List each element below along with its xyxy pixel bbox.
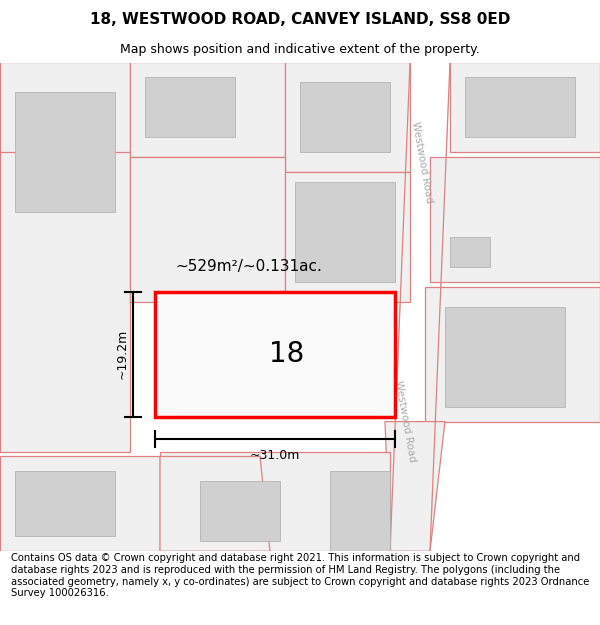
Text: 18: 18 [269,340,305,368]
Bar [295,182,395,282]
Polygon shape [130,158,285,302]
Bar [195,312,290,392]
Text: Westwood Road: Westwood Road [410,121,434,204]
Bar [300,82,390,152]
Text: Westwood Road: Westwood Road [393,380,417,463]
Polygon shape [155,292,395,417]
Bar [15,92,115,212]
Bar [15,471,115,536]
Text: Contains OS data © Crown copyright and database right 2021. This information is : Contains OS data © Crown copyright and d… [11,554,589,598]
Polygon shape [130,62,285,158]
Polygon shape [160,456,270,551]
Text: ~529m²/~0.131ac.: ~529m²/~0.131ac. [175,259,322,274]
Polygon shape [425,287,600,422]
Polygon shape [390,62,450,551]
Polygon shape [285,173,410,302]
Bar [145,78,235,138]
Bar [465,78,575,138]
Polygon shape [430,158,600,282]
Text: 18, WESTWOOD ROAD, CANVEY ISLAND, SS8 0ED: 18, WESTWOOD ROAD, CANVEY ISLAND, SS8 0E… [90,12,510,28]
Text: ~19.2m: ~19.2m [116,329,129,379]
Bar [450,237,490,267]
Text: ~31.0m: ~31.0m [250,449,300,461]
Bar [170,362,210,397]
Polygon shape [385,422,445,551]
Text: Map shows position and indicative extent of the property.: Map shows position and indicative extent… [120,42,480,56]
Polygon shape [330,471,390,551]
Polygon shape [160,451,390,551]
Polygon shape [285,62,410,172]
Bar [200,481,280,541]
Polygon shape [0,456,160,551]
Polygon shape [450,62,600,152]
Polygon shape [0,62,130,451]
Polygon shape [0,62,130,152]
Bar [445,307,565,407]
